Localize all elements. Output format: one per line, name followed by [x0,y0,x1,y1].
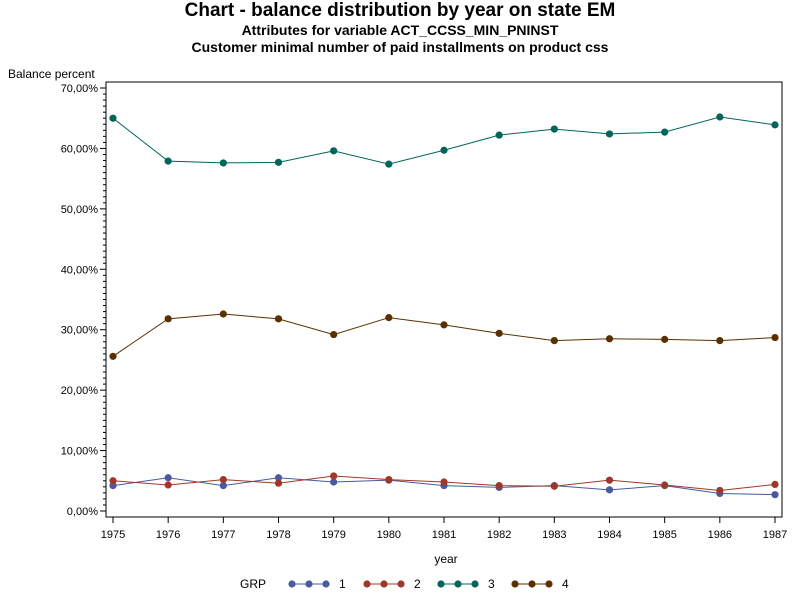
y-tick-label: 40,00% [61,264,99,276]
legend-marker [288,580,296,588]
series-line [112,313,776,357]
y-tick-label: 30,00% [61,325,99,337]
data-point [274,158,283,166]
data-point [771,491,779,499]
y-tick-label: 0,00% [67,506,98,518]
legend-marker [363,580,371,588]
series-3 [109,113,779,168]
data-point [495,329,503,337]
y-tick-label: 50,00% [61,204,99,216]
x-tick-label: 1984 [597,529,621,541]
data-point [605,130,614,138]
legend-label: 4 [562,577,569,591]
legend-marker [397,580,405,588]
data-point [164,481,172,489]
legend-marker [322,580,330,588]
y-axis-label: Balance percent [8,67,95,81]
data-point [219,159,227,167]
y-tick-label: 10,00% [61,446,99,458]
data-point [274,315,283,323]
data-point [109,352,117,360]
y-tick-label: 20,00% [61,385,99,397]
series-line [112,116,776,165]
legend-marker [437,580,445,588]
x-tick-label: 1983 [542,529,566,541]
x-tick-label: 1975 [101,529,125,541]
series-2 [109,472,779,495]
data-point [716,113,724,121]
data-point [164,474,172,482]
data-point [605,486,614,494]
data-point [550,336,558,345]
data-point [605,476,614,484]
legend-marker [380,580,388,588]
legend-marker [528,580,536,588]
data-point [550,125,558,133]
legend: GRP 1 2 3 4 [240,577,569,591]
data-point [440,321,448,329]
data-point [661,128,669,136]
x-axis-label: year [434,552,457,566]
data-point [495,131,503,139]
data-point [495,482,503,490]
data-point [219,475,227,484]
series-4 [109,310,779,360]
data-point [661,481,669,489]
chart-title: Chart - balance distribution by year on … [184,0,616,21]
data-point [330,472,338,480]
legend-item-1: 1 [288,577,346,591]
x-tick-label: 1980 [377,529,401,541]
data-point [440,478,448,486]
x-tick-label: 1986 [708,529,732,541]
data-point [385,314,393,322]
x-tick-label: 1979 [321,529,345,541]
data-point [771,333,779,342]
data-point [330,330,338,339]
data-point [164,315,172,323]
data-point [716,336,724,345]
legend-marker [454,580,462,588]
x-tick-label: 1982 [487,529,511,541]
legend-item-4: 4 [511,577,569,591]
legend-item-3: 3 [437,577,495,591]
legend-marker [305,580,313,588]
data-point [219,482,227,490]
data-point [605,335,614,343]
data-point [385,475,393,484]
x-tick-label: 1985 [652,529,676,541]
data-point [771,121,779,129]
y-tick-label: 60,00% [61,143,99,155]
legend-label: 1 [339,577,346,591]
data-point [330,478,338,486]
data-point [550,482,558,490]
legend-marker [471,580,479,588]
data-point [164,157,172,165]
x-tick-label: 1978 [266,529,290,541]
chart-subtitle-2: Customer minimal number of paid installm… [191,39,609,55]
data-point [440,146,448,154]
y-tick-label: 70,00% [61,83,99,95]
x-tick-label: 1976 [156,529,180,541]
legend-item-2: 2 [363,577,421,591]
data-point [771,480,779,489]
chart-subtitle-1: Attributes for variable ACT_CCSS_MIN_PNI… [241,22,559,38]
data-point [716,486,724,495]
data-point [109,477,117,485]
data-point [661,335,669,343]
x-tick-label: 1977 [211,529,235,541]
data-point [274,474,283,482]
data-point [330,147,338,155]
legend-title: GRP [240,577,266,591]
legend-marker [545,580,553,588]
data-point [219,310,227,318]
x-tick-label: 1987 [763,529,787,541]
legend-marker [511,580,519,588]
data-point [385,160,393,168]
data-point [109,114,117,122]
legend-label: 3 [488,577,495,591]
data-point [274,479,283,487]
x-tick-label: 1981 [432,529,456,541]
legend-label: 2 [414,577,421,591]
